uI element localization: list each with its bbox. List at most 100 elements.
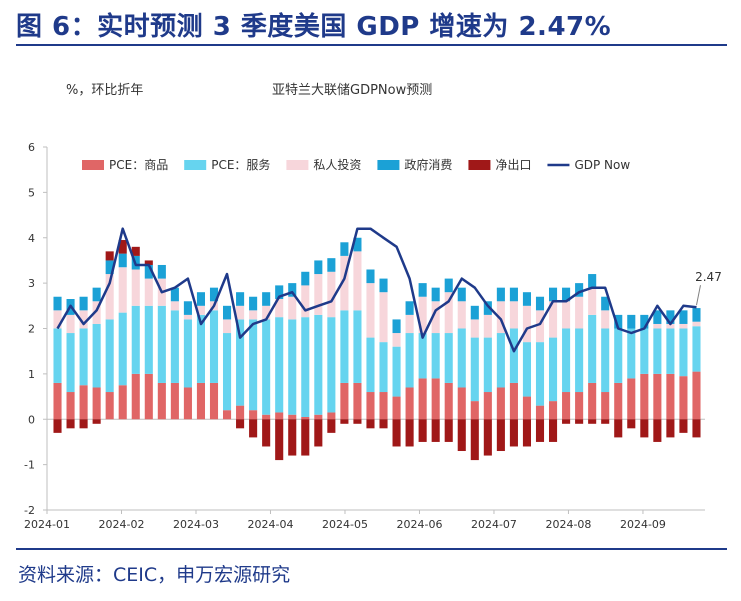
bar-government — [209, 287, 219, 302]
bar-government — [249, 296, 258, 311]
bar-net_exports — [92, 419, 101, 424]
bar-net_exports — [692, 419, 701, 438]
bar-government — [118, 253, 127, 268]
bar-government — [535, 296, 545, 311]
legend-label-pce_services: PCE：服务 — [211, 157, 270, 172]
bar-net_exports — [601, 419, 610, 424]
y-tick-label: 1 — [28, 368, 35, 381]
bar-pce_goods — [601, 392, 610, 420]
bar-pce_services — [236, 319, 245, 406]
bar-private_investment — [470, 319, 479, 338]
bar-private_investment — [262, 305, 271, 320]
bar-pce_services — [131, 305, 140, 374]
bar-net_exports — [470, 419, 479, 461]
bar-pce_services — [509, 328, 518, 383]
bar-pce_goods — [692, 371, 701, 420]
x-tick-label: 2024-03 — [173, 518, 219, 531]
bar-net_exports — [405, 419, 414, 447]
x-tick-label: 2024-06 — [396, 518, 442, 531]
bar-net_exports — [327, 419, 336, 433]
y-tick-label: 3 — [28, 277, 35, 290]
bar-government — [275, 285, 284, 300]
bar-pce_goods — [640, 373, 649, 420]
bar-government — [470, 305, 479, 320]
x-tick-label: 2024-01 — [24, 518, 70, 531]
bar-government — [418, 283, 427, 297]
bar-pce_services — [157, 305, 166, 383]
bar-pce_goods — [457, 387, 466, 420]
bar-pce_services — [653, 328, 662, 374]
bar-government — [588, 274, 597, 288]
bar-pce_goods — [483, 392, 492, 420]
bar-pce_services — [53, 328, 62, 383]
x-tick-label: 2024-09 — [620, 518, 666, 531]
bar-government — [222, 305, 232, 320]
bar-private_investment — [222, 319, 232, 334]
bar-private_investment — [92, 301, 101, 324]
bar-pce_services — [692, 326, 701, 372]
figure-title: 图 6：实时预测 3 季度美国 GDP 增速为 2.47% — [16, 12, 612, 42]
bar-government — [53, 296, 62, 311]
bar-pce_goods — [366, 392, 375, 420]
x-tick-label: 2024-07 — [471, 518, 517, 531]
bar-pce_services — [405, 333, 414, 388]
bar-net_exports — [562, 419, 571, 424]
bar-pce_goods — [496, 387, 505, 420]
bar-private_investment — [535, 310, 545, 343]
bar-pce_goods — [562, 392, 571, 420]
bar-private_investment — [431, 301, 440, 334]
bar-private_investment — [588, 287, 597, 315]
y-tick-label: 0 — [28, 413, 35, 426]
bar-pce_goods — [131, 373, 140, 420]
bar-net_exports — [144, 260, 153, 265]
bar-private_investment — [249, 310, 258, 320]
bar-pce_goods — [418, 378, 427, 420]
bar-government — [679, 310, 688, 324]
bar-private_investment — [144, 278, 153, 306]
bar-net_exports — [535, 419, 545, 442]
x-tick-label: 2024-02 — [99, 518, 145, 531]
bar-private_investment — [353, 251, 362, 311]
title-rule — [16, 44, 727, 46]
bar-net_exports — [457, 419, 466, 452]
bar-private_investment — [444, 292, 453, 334]
bar-pce_services — [196, 314, 206, 383]
bar-government — [575, 283, 584, 297]
bar-government — [236, 292, 245, 306]
bar-pce_services — [548, 337, 558, 402]
bar-pce_services — [66, 333, 75, 393]
bar-pce_goods — [79, 385, 88, 420]
x-tick-label: 2024-05 — [322, 518, 368, 531]
bar-pce_goods — [405, 387, 414, 420]
bar-pce_services — [79, 328, 88, 386]
bar-pce_goods — [392, 396, 401, 420]
bar-government — [627, 314, 636, 329]
bar-pce_services — [614, 328, 623, 383]
bar-pce_goods — [249, 410, 258, 420]
bar-pce_goods — [53, 382, 62, 420]
bar-private_investment — [170, 301, 179, 311]
bar-government — [431, 287, 440, 302]
legend-label-government: 政府消费 — [404, 157, 452, 172]
bar-government — [353, 237, 362, 252]
bar-government — [601, 296, 610, 311]
bar-pce_services — [588, 314, 597, 383]
bar-government — [288, 283, 297, 297]
bar-government — [666, 310, 675, 324]
bar-net_exports — [288, 419, 297, 456]
bar-government — [614, 314, 623, 329]
bar-pce_services — [301, 317, 310, 417]
bar-net_exports — [301, 419, 310, 456]
bar-pce_services — [392, 346, 401, 397]
bar-pce_goods — [340, 382, 349, 420]
gdpnow-line — [56, 227, 697, 353]
legend-swatch-pce_services — [184, 160, 207, 170]
bar-net_exports — [444, 419, 453, 442]
bar-private_investment — [418, 296, 427, 334]
bar-net_exports — [588, 419, 597, 424]
legend-swatch-private_investment — [286, 160, 309, 170]
bar-pce_goods — [222, 410, 232, 420]
bar-net_exports — [53, 419, 62, 433]
bar-private_investment — [340, 255, 349, 311]
bar-private_investment — [601, 310, 610, 329]
